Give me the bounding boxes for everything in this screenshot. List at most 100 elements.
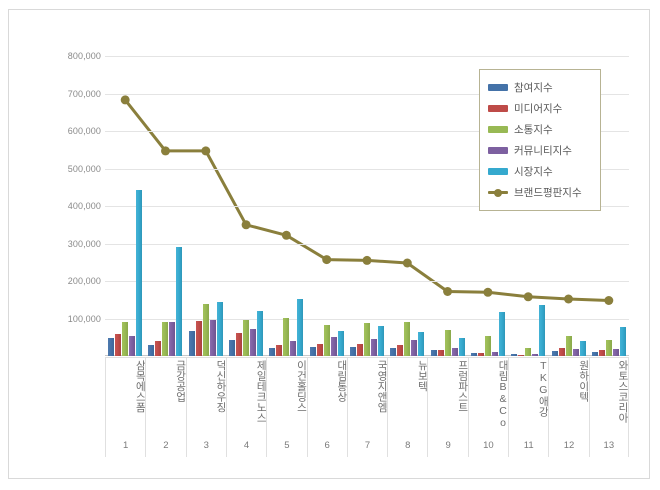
bar: [202, 303, 209, 356]
legend-label: 커뮤니티지수: [514, 145, 572, 157]
legend-swatch: [488, 126, 508, 133]
bar: [323, 324, 330, 356]
legend-item[interactable]: 브랜드평판지수: [488, 182, 594, 203]
rank-label: 12: [548, 433, 588, 457]
category-label: TKG애강: [537, 360, 550, 417]
line-marker: [443, 287, 453, 296]
bar: [598, 349, 605, 356]
bar: [209, 319, 216, 356]
bar: [491, 352, 498, 356]
rank-label: 8: [387, 433, 427, 457]
legend-swatch: [488, 188, 508, 197]
bar: [539, 305, 546, 356]
bar: [470, 353, 477, 356]
bar: [115, 334, 122, 356]
rank-label: 6: [306, 433, 347, 457]
line-marker: [523, 292, 533, 302]
bar-group: [591, 56, 626, 356]
line-marker: [120, 95, 130, 105]
bar-group: [511, 56, 546, 356]
legend-swatch: [488, 105, 508, 112]
rank-label: 1: [105, 433, 145, 457]
bar: [477, 352, 484, 356]
bar: [430, 350, 437, 356]
line-marker: [402, 258, 412, 268]
bar-group: [551, 56, 586, 356]
bar: [188, 330, 195, 356]
bar: [484, 336, 491, 356]
gridline: [105, 318, 629, 320]
bar: [518, 354, 525, 356]
bar-group: [309, 56, 344, 356]
bar: [309, 346, 316, 356]
legend-label: 브랜드평판지수: [514, 187, 582, 199]
bar-group: [269, 56, 304, 356]
category-label-cell: 와토스코리아: [588, 357, 629, 433]
y-axis-tick-label: 100,000: [67, 313, 101, 324]
bar: [243, 320, 250, 356]
bar: [229, 339, 236, 356]
category-label: 와토스코리아: [616, 360, 629, 423]
category-label: 이건홀딩스: [295, 360, 308, 413]
bar: [108, 338, 115, 356]
category-label-cell: 금강공업: [145, 357, 187, 433]
bar: [269, 347, 276, 356]
bar: [276, 345, 283, 356]
line-marker: [604, 296, 614, 305]
category-label-cell: 제일테크노스: [225, 357, 267, 433]
category-label: 삼목에스폼: [134, 360, 147, 413]
bar: [364, 322, 370, 356]
rank-label: 7: [346, 433, 387, 457]
category-label-cell: 삼목에스폼: [105, 357, 147, 433]
bar-group: [430, 56, 465, 356]
bar: [404, 322, 411, 356]
gridline: [105, 206, 629, 207]
bar: [176, 246, 183, 356]
bar: [619, 326, 626, 356]
bar: [148, 344, 155, 356]
line-marker: [201, 146, 211, 156]
bar: [390, 347, 397, 356]
bar: [551, 350, 558, 356]
legend-swatch: [488, 84, 508, 91]
category-label: 국영지앤엠: [376, 360, 389, 413]
category-label-cell: TKG애강: [508, 357, 550, 433]
category-label: 뉴보텍: [416, 360, 429, 392]
bar: [612, 348, 619, 356]
bar: [605, 340, 612, 356]
category-band-divider: [105, 357, 629, 358]
rank-label: 5: [266, 433, 306, 457]
legend-item[interactable]: 미디어지수: [488, 98, 594, 119]
legend-item[interactable]: 시장지수: [488, 161, 594, 182]
y-axis-tick-label: 700,000: [67, 88, 101, 99]
x-axis-category-labels: 삼목에스폼 금강공업 덕신하우징 제일테크노스 이건홀딩스 대림통상 국영지앤엠 뉴보텍 프럼파…: [105, 357, 629, 433]
plot-area: [105, 56, 629, 356]
category-label: 원하이텍: [577, 360, 590, 402]
bar: [283, 318, 290, 356]
bar: [371, 339, 377, 356]
bar: [397, 344, 404, 356]
bar: [532, 353, 539, 356]
bar: [236, 332, 243, 356]
rank-label: 4: [225, 433, 266, 457]
rank-label: 3: [185, 433, 226, 457]
legend-label: 미디어지수: [514, 103, 563, 115]
bar: [451, 347, 458, 356]
bar: [418, 332, 425, 356]
legend-item[interactable]: 참여지수: [488, 77, 594, 98]
category-label: 금강공업: [174, 360, 187, 402]
category-label-cell: 이건홀딩스: [266, 357, 308, 433]
legend-item[interactable]: 커뮤니티지수: [488, 140, 594, 161]
bar: [357, 343, 363, 356]
bar: [330, 336, 337, 356]
category-label-cell: 덕신하우징: [185, 357, 227, 433]
rank-label: 10: [467, 433, 508, 457]
y-axis-tick-label: 500,000: [67, 163, 101, 174]
rank-label: 13: [588, 433, 629, 457]
bar: [155, 341, 162, 356]
bar: [195, 321, 202, 356]
bar: [257, 311, 264, 356]
legend-item[interactable]: 소통지수: [488, 119, 594, 140]
y-axis-tick-label: 800,000: [67, 51, 101, 61]
legend-label: 참여지수: [514, 82, 553, 94]
